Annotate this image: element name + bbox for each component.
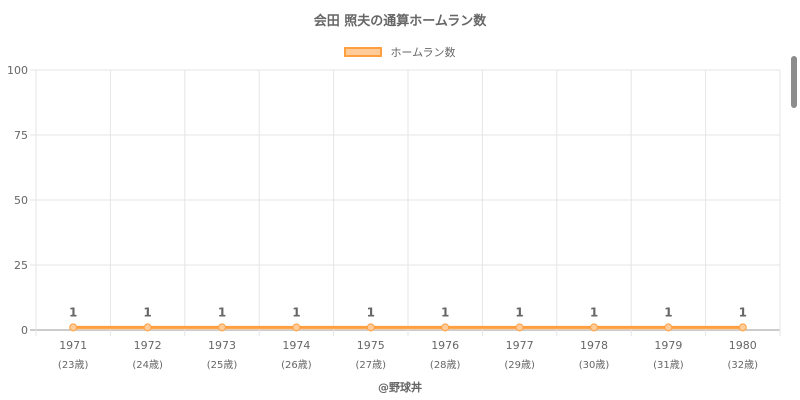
x-tick-label: 1973 (208, 339, 236, 352)
data-label: 1 (515, 305, 523, 319)
data-label: 1 (367, 305, 375, 319)
legend[interactable]: ホームラン数 (0, 44, 800, 60)
chart-title: 会田 照夫の通算ホームラン数 (313, 14, 487, 29)
data-point (664, 323, 673, 332)
data-label: 1 (143, 305, 151, 319)
data-label: 1 (292, 305, 300, 319)
data-point (69, 323, 78, 332)
data-point (366, 323, 375, 332)
x-tick-label: 1977 (506, 339, 534, 352)
data-label: 1 (441, 305, 449, 319)
x-tick-age-label: (32歳) (728, 359, 759, 371)
data-point (515, 323, 524, 332)
x-tick-age-label: (23歳) (58, 359, 89, 371)
scrollbar-thumb[interactable] (791, 56, 797, 108)
legend-label: ホームラン数 (390, 46, 456, 59)
data-label: 1 (664, 305, 672, 319)
x-tick-age-label: (28歳) (430, 359, 461, 371)
data-point (738, 323, 747, 332)
data-label: 1 (739, 305, 747, 319)
x-tick-label: 1980 (729, 339, 757, 352)
data-point (143, 323, 152, 332)
data-point (292, 323, 301, 332)
x-tick-age-label: (26歳) (281, 359, 312, 371)
x-tick-age-label: (30歳) (579, 359, 610, 371)
x-tick-label: 1972 (134, 339, 162, 352)
y-tick-label: 25 (14, 259, 28, 272)
x-tick-label: 1979 (654, 339, 682, 352)
data-label: 1 (590, 305, 598, 319)
x-tick-age-label: (29歳) (504, 359, 535, 371)
data-point (218, 323, 226, 332)
x-tick-age-label: (24歳) (132, 359, 163, 371)
x-tick-age-label: (31歳) (653, 359, 684, 371)
y-tick-label: 100 (7, 64, 28, 77)
x-tick-label: 1976 (431, 339, 459, 352)
x-tick-label: 1975 (357, 339, 385, 352)
data-label: 1 (69, 305, 77, 319)
x-tick-age-label: (25歳) (207, 359, 238, 371)
x-tick-label: 1971 (59, 339, 87, 352)
data-label: 1 (218, 305, 226, 319)
data-point (590, 323, 598, 332)
x-tick-label: 1978 (580, 339, 608, 352)
x-tick-age-label: (27歳) (356, 359, 387, 371)
y-tick-label: 50 (14, 194, 28, 207)
legend-swatch (344, 47, 383, 57)
y-tick-label: 0 (21, 324, 28, 337)
source-label: @野球丼 (378, 381, 422, 394)
x-tick-label: 1974 (282, 339, 310, 352)
y-tick-label: 75 (14, 129, 28, 142)
data-point (441, 323, 450, 332)
